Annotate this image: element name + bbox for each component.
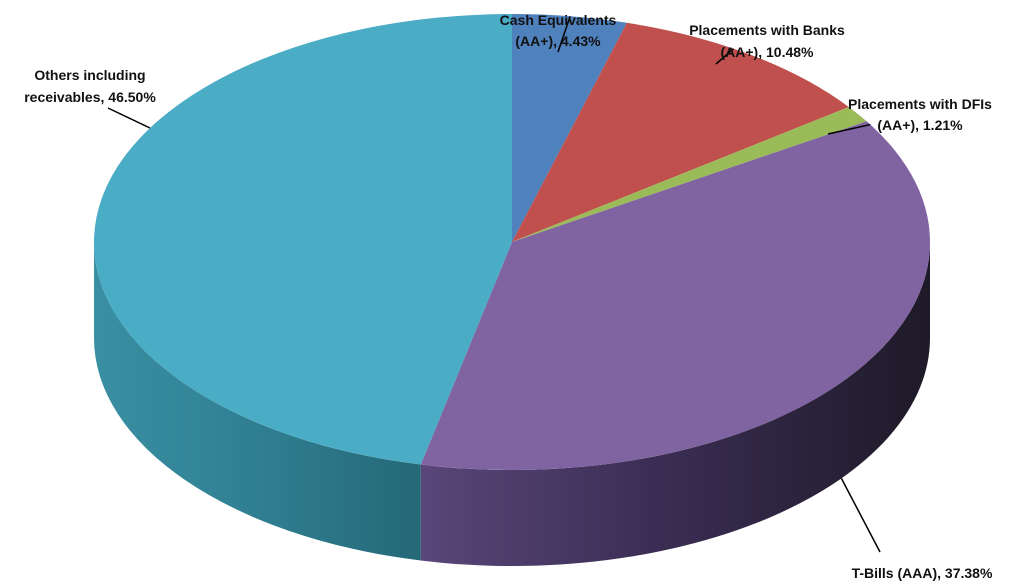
slice-label-placements-banks: Placements with Banks (AA+), 10.48% xyxy=(689,22,845,60)
leader-line-others xyxy=(107,107,151,129)
label-others-line1: Others including xyxy=(34,67,145,83)
slice-label-others: Others including receivables, 46.50% xyxy=(24,67,156,105)
slice-label-t-bills: T-Bills (AAA), 37.38% xyxy=(852,565,993,581)
label-placements-dfis-line2: (AA+), 1.21% xyxy=(877,117,963,133)
pie-slice-t-bills xyxy=(420,121,930,471)
leader-lines xyxy=(107,15,881,553)
pie-side-t-bills xyxy=(420,242,930,567)
label-placements-dfis-line1: Placements with DFIs xyxy=(848,96,992,112)
label-cash-equivalents-line2: (AA+), 4.43% xyxy=(515,33,601,49)
pie-slice-placements-banks xyxy=(512,22,849,243)
pie-tops xyxy=(93,14,930,471)
pie-side-others xyxy=(94,242,421,561)
pie-slice-others xyxy=(93,14,513,465)
label-others-line2: receivables, 46.50% xyxy=(24,89,156,105)
leader-line-placements-banks xyxy=(715,48,735,65)
leader-line-placements-dfis xyxy=(827,123,871,135)
label-cash-equivalents-line1: Cash Equivalents xyxy=(500,12,617,28)
label-placements-banks-line2: (AA+), 10.48% xyxy=(721,44,815,60)
label-t-bills-line1: T-Bills (AAA), 37.38% xyxy=(852,565,993,581)
pie-slice-cash-equivalents xyxy=(512,14,627,242)
pie-sides xyxy=(94,242,930,567)
slice-label-cash-equivalents: Cash Equivalents (AA+), 4.43% xyxy=(500,12,617,49)
pie-slice-placements-dfis xyxy=(512,106,867,242)
leader-line-t-bills xyxy=(840,478,881,553)
leader-line-cash-equivalents xyxy=(557,15,571,53)
slice-label-placements-dfis: Placements with DFIs (AA+), 1.21% xyxy=(848,96,992,133)
label-placements-banks-line1: Placements with Banks xyxy=(689,22,845,38)
